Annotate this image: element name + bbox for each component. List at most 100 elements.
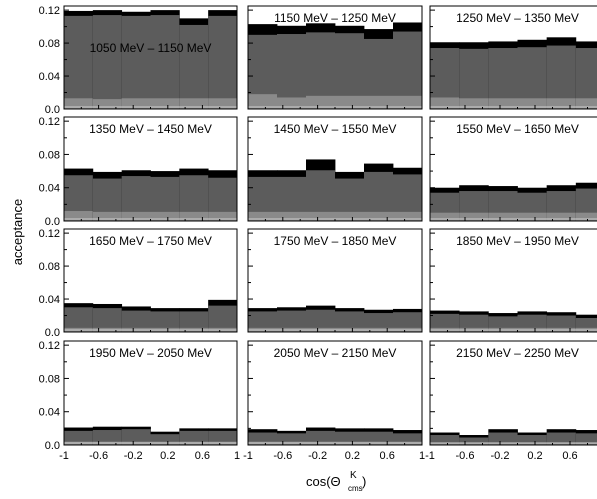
lower-band-bar [364, 95, 394, 109]
panel-energy-label: 1450 MeV – 1550 MeV [274, 122, 397, 136]
x-tick-label: 0.2 [160, 450, 175, 462]
acceptance-bar [430, 435, 460, 445]
acceptance-bar [92, 430, 123, 445]
acceptance-bar [546, 432, 577, 445]
y-tick-label: 0.08 [39, 38, 60, 50]
y-axis-label: acceptance [10, 199, 25, 266]
acceptance-bar [459, 437, 489, 445]
panel: 1550 MeV – 1650 MeV [429, 116, 597, 222]
y-tick-label: 0.12 [39, 5, 60, 17]
lower-band-bar [364, 211, 394, 221]
lower-band-bar [575, 98, 597, 109]
panel: 1650 MeV – 1750 MeV [63, 228, 238, 333]
acceptance-bar [306, 309, 336, 332]
acceptance-bar [575, 48, 597, 109]
lower-band-bar [64, 211, 94, 221]
panel: 1750 MeV – 1850 MeV [247, 228, 423, 333]
panel: 1250 MeV – 1350 MeV [429, 5, 597, 110]
acceptance-bar [517, 435, 548, 445]
x-tick-label: 0.2 [345, 450, 360, 462]
panel-ticks [429, 344, 588, 446]
x-tick-label: -0.2 [308, 450, 327, 462]
panel-ticks [429, 232, 588, 333]
lower-band-bar [488, 98, 518, 109]
y-tick-label: 0.0 [45, 104, 60, 116]
panel-ticks [429, 9, 588, 110]
x-tick-label: -0.6 [456, 450, 475, 462]
panel-energy-label: 1950 MeV – 2050 MeV [89, 346, 212, 360]
acceptance-bar [335, 311, 365, 332]
acceptance-bar [150, 311, 180, 332]
lower-band-bar [459, 212, 489, 221]
panel-ticks [247, 232, 423, 333]
x-axis-label-main: cos(Θ [306, 474, 341, 489]
lower-band-bar [488, 212, 518, 221]
x-axis-label-sup: K [350, 470, 357, 481]
x-tick-label: -0.6 [89, 450, 108, 462]
lower-band-bar [64, 98, 94, 109]
lower-band-bar [335, 95, 365, 109]
acceptance-bar [179, 24, 209, 110]
panel-energy-label: 2150 MeV – 2250 MeV [456, 346, 579, 360]
lower-band-bar [92, 211, 123, 221]
lower-band-bar [517, 98, 548, 109]
lower-band-bar [517, 442, 548, 445]
y-tick-label: 0.0 [45, 440, 60, 452]
lower-band-bar [248, 211, 278, 221]
lower-band-bar [546, 98, 577, 109]
acceptance-bar [306, 430, 336, 445]
acceptance-bar [208, 430, 238, 445]
lower-band-bar [430, 212, 460, 221]
acceptance-bar [121, 310, 151, 332]
y-tick-label: 0.0 [45, 216, 60, 228]
panel-ticks [63, 120, 238, 222]
acceptance-bar [179, 430, 209, 445]
lower-band-bar [277, 97, 307, 109]
lower-band-bar [575, 442, 597, 445]
acceptance-bar [277, 433, 307, 445]
lower-band-bar [179, 211, 209, 221]
x-tick-label: -0.6 [273, 450, 292, 462]
panel-ticks [247, 9, 423, 110]
x-axis-label-sub: cms [348, 484, 363, 493]
lower-band-bar [150, 98, 180, 109]
lower-band-bar [121, 211, 151, 221]
panel-energy-label: 1650 MeV – 1750 MeV [89, 234, 212, 248]
panel-energy-label: 1150 MeV – 1250 MeV [274, 11, 396, 25]
panel: 1050 MeV – 1150 MeV [63, 5, 238, 110]
acceptance-bar [150, 15, 180, 109]
acceptance-bar [575, 433, 597, 445]
acceptance-bar [430, 313, 460, 332]
y-tick-label: 0.08 [39, 261, 60, 273]
lower-band-bar [306, 211, 336, 221]
x-tick-label: 1 [234, 450, 240, 462]
lower-band-bar [393, 211, 423, 221]
lower-band-bar [121, 98, 151, 109]
acceptance-bar [393, 312, 423, 332]
x-tick-label: 0.2 [527, 450, 542, 462]
acceptance-bar [277, 310, 307, 332]
acceptance-bar [92, 308, 123, 332]
acceptance-bar [64, 15, 94, 109]
panel: 1450 MeV – 1550 MeV [247, 116, 423, 222]
acceptance-bar [121, 15, 151, 109]
lower-band-bar [150, 211, 180, 221]
acceptance-bar [150, 434, 180, 445]
y-tick-label: 0.0 [45, 327, 60, 339]
lower-band-bar [277, 211, 307, 221]
panel-energy-label: 2050 MeV – 2150 MeV [274, 346, 397, 360]
x-tick-label: -1 [425, 450, 435, 462]
acceptance-bar [459, 314, 489, 332]
acceptance-bar [179, 311, 209, 332]
y-tick-label: 0.08 [39, 149, 60, 161]
panel-ticks [63, 9, 238, 110]
lower-band-bar [517, 212, 548, 221]
lower-band-bar [179, 98, 209, 109]
acceptance-bar [248, 311, 278, 332]
acceptance-bar [92, 15, 123, 109]
x-tick-label: -1 [59, 450, 69, 462]
lower-band-bar [459, 442, 489, 445]
lower-band-bar [546, 442, 577, 445]
x-tick-labels: -1 -0.6 -0.2 0.2 0.6 1 -1 -0.6 -0.2 0.2 0.6 1 -1 -0.6… [59, 450, 578, 462]
panel-grid: 1050 MeV – 1150 MeV 1150 MeV – 1250 MeV 12… [63, 5, 597, 446]
